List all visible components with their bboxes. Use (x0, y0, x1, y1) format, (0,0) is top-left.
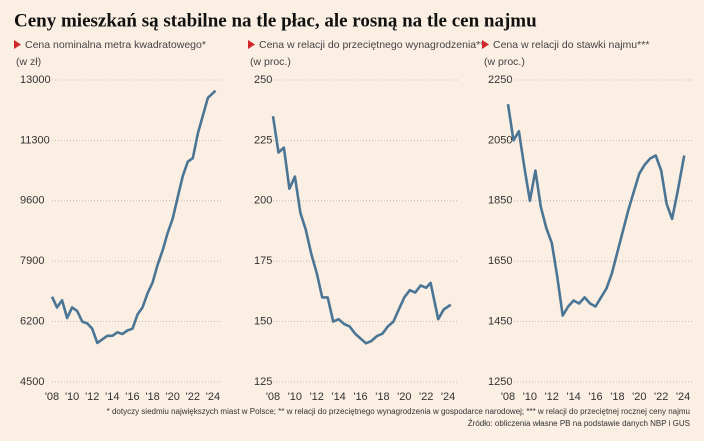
y-tick-label: 175 (254, 255, 272, 267)
x-tick-label: '10 (523, 391, 537, 403)
y-tick-label: 1850 (488, 195, 512, 207)
subtitle-marker (14, 40, 21, 49)
x-tick-label: '22 (186, 391, 200, 403)
y-tick-label: 125 (254, 376, 272, 388)
subtitle-marker (482, 40, 489, 49)
y-tick-label: 1450 (488, 316, 512, 328)
x-tick-label: '08 (501, 391, 515, 403)
x-tick-label: '08 (45, 391, 59, 403)
x-tick-label: '16 (588, 391, 602, 403)
subtitle-marker (248, 40, 255, 49)
subtitle: Cena w relacji do przeciętnego wynagrodz… (259, 39, 484, 51)
y-axis-label: (w zł) (16, 56, 41, 68)
x-tick-label: '10 (288, 391, 302, 403)
data-line (50, 89, 217, 345)
x-tick-label: '14 (331, 391, 345, 403)
y-tick-label: 250 (254, 74, 272, 86)
subtitle: Cena w relacji do stawki najmu*** (493, 39, 649, 51)
x-tick-label: '24 (441, 391, 455, 403)
y-tick-label: 2050 (488, 134, 512, 146)
y-tick-label: 7900 (20, 255, 44, 267)
y-tick-label: 6200 (20, 316, 44, 328)
x-tick-label: '24 (206, 391, 220, 403)
x-tick-label: '20 (166, 391, 180, 403)
x-tick-label: '22 (419, 391, 433, 403)
y-tick-label: 2250 (488, 74, 512, 86)
x-tick-label: '12 (85, 391, 99, 403)
x-tick-label: '10 (65, 391, 79, 403)
data-line (506, 104, 686, 317)
x-tick-label: '22 (654, 391, 668, 403)
x-tick-label: '20 (632, 391, 646, 403)
x-tick-label: '12 (310, 391, 324, 403)
x-tick-label: '18 (145, 391, 159, 403)
y-axis-label: (w proc.) (250, 56, 291, 68)
y-tick-label: 13000 (20, 74, 51, 86)
x-tick-label: '12 (545, 391, 559, 403)
y-tick-label: 200 (254, 195, 272, 207)
y-tick-label: 1250 (488, 376, 512, 388)
y-tick-label: 4500 (20, 376, 44, 388)
x-tick-label: '18 (610, 391, 624, 403)
x-tick-label: '08 (266, 391, 280, 403)
chart-title: Ceny mieszkań są stabilne na tle płac, a… (14, 10, 537, 31)
x-tick-label: '16 (353, 391, 367, 403)
data-line (271, 116, 452, 345)
x-tick-label: '24 (676, 391, 690, 403)
x-tick-label: '18 (375, 391, 389, 403)
x-tick-label: '20 (397, 391, 411, 403)
y-tick-label: 1650 (488, 255, 512, 267)
y-axis-label: (w proc.) (484, 56, 525, 68)
y-tick-label: 150 (254, 316, 272, 328)
x-tick-label: '16 (125, 391, 139, 403)
x-tick-label: '14 (105, 391, 119, 403)
y-tick-label: 9600 (20, 195, 44, 207)
y-tick-label: 11300 (20, 134, 50, 146)
y-tick-label: 225 (254, 134, 272, 146)
source: Źródło: obliczenia własne PB na podstawi… (468, 419, 690, 428)
subtitle: Cena nominalna metra kwadratowego* (25, 39, 206, 51)
footnote: * dotyczy siedmiu największych miast w P… (107, 407, 690, 416)
x-tick-label: '14 (566, 391, 580, 403)
